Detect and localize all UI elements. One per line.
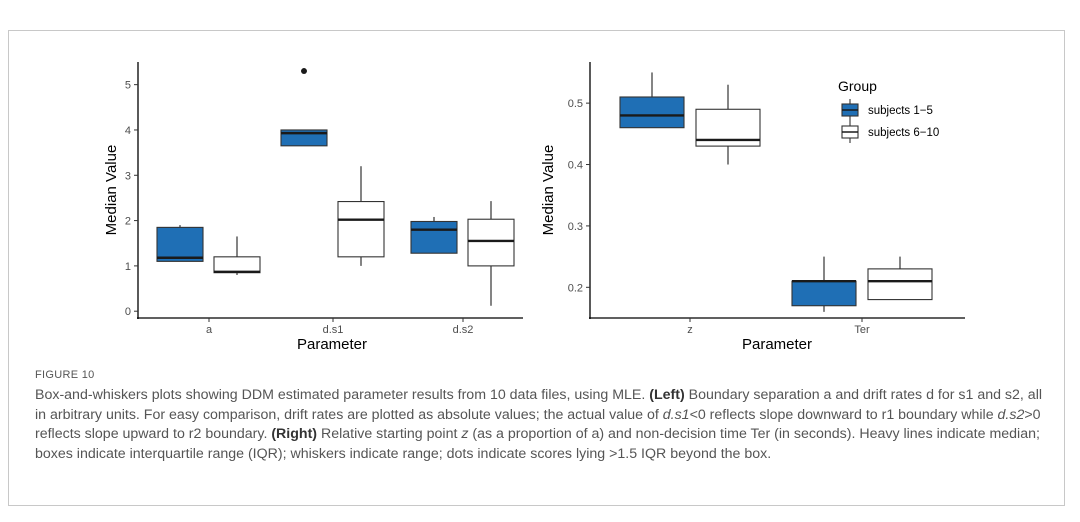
legend-label: subjects 6−10 — [868, 127, 939, 139]
left-y-tick-label: 4 — [125, 125, 131, 137]
left-box — [337, 201, 385, 258]
right-y-tick-label: 0.2 — [568, 282, 583, 294]
left-x-tick-label: a — [206, 324, 213, 336]
left-y-tick-label: 1 — [125, 261, 131, 273]
left-box — [213, 256, 261, 274]
right-x-tick-label: Ter — [854, 324, 870, 336]
figure-plots: 0 1 2 3 4 5 a d.s1 d.s2 Parameter Median Value 0.2 0… — [103, 62, 965, 353]
left-x-tick-label: d.s1 — [323, 324, 344, 336]
caption-left-label: (Left) — [649, 387, 685, 403]
left-box — [156, 226, 204, 262]
left-y-axis-title: Median Value — [103, 145, 120, 236]
caption-text: Box-and-whiskers plots showing DDM estim… — [35, 387, 650, 403]
caption-text: Relative starting point — [317, 426, 462, 442]
left-x-tick-label: d.s2 — [453, 324, 474, 336]
legend-label: subjects 1−5 — [868, 105, 933, 117]
right-y-tick-label: 0.5 — [568, 98, 583, 110]
figure-caption: Box-and-whiskers plots showing DDM estim… — [35, 386, 1045, 464]
left-x-axis-title: Parameter — [297, 336, 367, 353]
right-x-tick-label: z — [687, 324, 693, 336]
figure-label: FIGURE 10 — [35, 369, 95, 381]
right-box — [867, 268, 933, 301]
right-y-axis-title: Median Value — [540, 145, 557, 236]
left-y-tick-label: 5 — [125, 80, 131, 92]
caption-italic: d.s1 — [662, 406, 690, 423]
right-x-axis-title: Parameter — [742, 336, 812, 353]
caption-text: (as a proportion of a) and non-decision … — [35, 426, 1040, 462]
caption-right-label: (Right) — [271, 426, 318, 442]
left-y-tick-label: 2 — [125, 216, 131, 228]
caption-text: Boundary separation a and drift rates d … — [35, 387, 1042, 423]
left-box — [467, 218, 515, 267]
left-y-tick-label: 0 — [125, 306, 131, 318]
left-box — [410, 220, 458, 254]
right-y-tick-label: 0.4 — [568, 160, 583, 172]
right-y-tick-label: 0.3 — [568, 221, 583, 233]
left-outlier-point — [301, 68, 307, 75]
left-y-tick-label: 3 — [125, 170, 131, 182]
right-box — [619, 96, 685, 129]
caption-text: <0 reflects slope downward to r1 boundar… — [689, 406, 998, 423]
right-box — [791, 280, 857, 307]
caption-text: >0 reflects slope upward to r2 boundary. — [35, 406, 1041, 443]
caption-italic: z — [461, 426, 469, 442]
caption-italic: d.s2 — [997, 406, 1025, 423]
legend-title: Group — [838, 78, 877, 94]
figure-frame — [8, 30, 1065, 506]
